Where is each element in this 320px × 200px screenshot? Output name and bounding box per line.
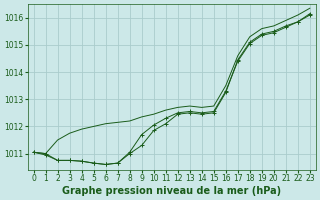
X-axis label: Graphe pression niveau de la mer (hPa): Graphe pression niveau de la mer (hPa) [62, 186, 281, 196]
